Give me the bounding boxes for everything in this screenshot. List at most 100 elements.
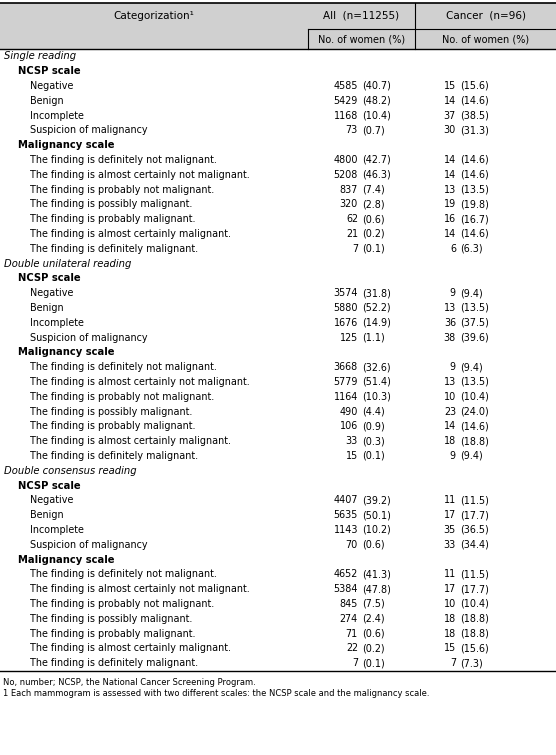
Text: The finding is probably not malignant.: The finding is probably not malignant.	[30, 599, 214, 609]
Text: 9: 9	[450, 451, 456, 461]
Text: The finding is probably not malignant.: The finding is probably not malignant.	[30, 185, 214, 195]
Text: 1143: 1143	[334, 525, 358, 535]
Text: (39.6): (39.6)	[460, 333, 489, 343]
Text: 18: 18	[444, 629, 456, 639]
Text: 3668: 3668	[334, 362, 358, 372]
Text: 1164: 1164	[334, 392, 358, 402]
Text: (6.3): (6.3)	[460, 244, 483, 254]
Text: No. of women (%): No. of women (%)	[442, 34, 529, 44]
Text: 62: 62	[346, 214, 358, 224]
Text: 15: 15	[444, 643, 456, 653]
Text: 6: 6	[450, 244, 456, 254]
Text: 73: 73	[346, 125, 358, 135]
Text: Incomplete: Incomplete	[30, 110, 84, 121]
Text: Suspicion of malignancy: Suspicion of malignancy	[30, 125, 148, 135]
Text: (0.1): (0.1)	[362, 658, 385, 668]
Text: (46.3): (46.3)	[362, 170, 391, 180]
Text: (9.4): (9.4)	[460, 288, 483, 298]
Text: NCSP scale: NCSP scale	[18, 481, 81, 491]
Text: (10.4): (10.4)	[460, 599, 489, 609]
Text: No. of women (%): No. of women (%)	[318, 34, 405, 44]
Text: 1168: 1168	[334, 110, 358, 121]
Text: The finding is definitely malignant.: The finding is definitely malignant.	[30, 658, 198, 668]
Text: (51.4): (51.4)	[362, 377, 391, 387]
Text: The finding is almost certainly malignant.: The finding is almost certainly malignan…	[30, 643, 231, 653]
Text: (36.5): (36.5)	[460, 525, 489, 535]
Text: (14.6): (14.6)	[460, 421, 489, 431]
Text: The finding is definitely malignant.: The finding is definitely malignant.	[30, 451, 198, 461]
Text: Single reading: Single reading	[4, 51, 76, 61]
Text: Double consensus reading: Double consensus reading	[4, 466, 137, 476]
Text: 4652: 4652	[334, 569, 358, 579]
Text: (31.8): (31.8)	[362, 288, 391, 298]
Text: 22: 22	[346, 643, 358, 653]
Bar	[0, 3, 556, 49]
Text: Cancer  (n=96): Cancer (n=96)	[445, 11, 525, 21]
Text: The finding is possibly malignant.: The finding is possibly malignant.	[30, 614, 192, 624]
Text: The finding is definitely not malignant.: The finding is definitely not malignant.	[30, 569, 217, 579]
Text: The finding is almost certainly not malignant.: The finding is almost certainly not mali…	[30, 170, 250, 180]
Text: The finding is probably not malignant.: The finding is probably not malignant.	[30, 392, 214, 402]
Text: 274: 274	[340, 614, 358, 624]
Text: 10: 10	[444, 392, 456, 402]
Text: 15: 15	[346, 451, 358, 461]
Text: 5880: 5880	[334, 303, 358, 313]
Text: (14.9): (14.9)	[362, 318, 391, 328]
Text: 5208: 5208	[334, 170, 358, 180]
Text: (37.5): (37.5)	[460, 318, 489, 328]
Text: (7.5): (7.5)	[362, 599, 385, 609]
Text: 5429: 5429	[334, 96, 358, 106]
Text: (11.5): (11.5)	[460, 569, 489, 579]
Text: (48.2): (48.2)	[362, 96, 391, 106]
Text: The finding is almost certainly not malignant.: The finding is almost certainly not mali…	[30, 584, 250, 594]
Text: (0.2): (0.2)	[362, 643, 385, 653]
Text: 17: 17	[444, 584, 456, 594]
Text: Benign: Benign	[30, 510, 63, 520]
Text: 19: 19	[444, 199, 456, 209]
Text: 7: 7	[352, 244, 358, 254]
Text: 30: 30	[444, 125, 456, 135]
Text: (17.7): (17.7)	[460, 510, 489, 520]
Text: 4800: 4800	[334, 155, 358, 165]
Text: 36: 36	[444, 318, 456, 328]
Text: (10.3): (10.3)	[362, 392, 391, 402]
Text: 3574: 3574	[334, 288, 358, 298]
Text: (34.4): (34.4)	[460, 540, 489, 550]
Text: (17.7): (17.7)	[460, 584, 489, 594]
Text: Incomplete: Incomplete	[30, 318, 84, 328]
Text: 13: 13	[444, 303, 456, 313]
Text: (40.7): (40.7)	[362, 81, 391, 91]
Text: 845: 845	[340, 599, 358, 609]
Text: 320: 320	[340, 199, 358, 209]
Text: (2.8): (2.8)	[362, 199, 385, 209]
Text: (7.3): (7.3)	[460, 658, 483, 668]
Text: (0.6): (0.6)	[362, 540, 385, 550]
Text: 14: 14	[444, 421, 456, 431]
Text: 21: 21	[346, 229, 358, 239]
Text: 490: 490	[340, 407, 358, 417]
Text: Malignancy scale: Malignancy scale	[18, 347, 115, 357]
Text: The finding is possibly malignant.: The finding is possibly malignant.	[30, 407, 192, 417]
Text: (0.7): (0.7)	[362, 125, 385, 135]
Text: (31.3): (31.3)	[460, 125, 489, 135]
Text: (13.5): (13.5)	[460, 185, 489, 195]
Text: (0.6): (0.6)	[362, 629, 385, 639]
Text: 16: 16	[444, 214, 456, 224]
Text: (14.6): (14.6)	[460, 96, 489, 106]
Text: The finding is probably malignant.: The finding is probably malignant.	[30, 421, 196, 431]
Text: (41.3): (41.3)	[362, 569, 391, 579]
Text: (52.2): (52.2)	[362, 303, 391, 313]
Text: (0.3): (0.3)	[362, 436, 385, 446]
Text: 18: 18	[444, 436, 456, 446]
Text: 11: 11	[444, 569, 456, 579]
Text: (11.5): (11.5)	[460, 495, 489, 505]
Text: The finding is probably malignant.: The finding is probably malignant.	[30, 629, 196, 639]
Text: Negative: Negative	[30, 495, 73, 505]
Text: 13: 13	[444, 377, 456, 387]
Text: (10.4): (10.4)	[362, 110, 391, 121]
Text: 837: 837	[340, 185, 358, 195]
Text: Suspicion of malignancy: Suspicion of malignancy	[30, 540, 148, 550]
Text: (0.9): (0.9)	[362, 421, 385, 431]
Text: 18: 18	[444, 614, 456, 624]
Text: 23: 23	[444, 407, 456, 417]
